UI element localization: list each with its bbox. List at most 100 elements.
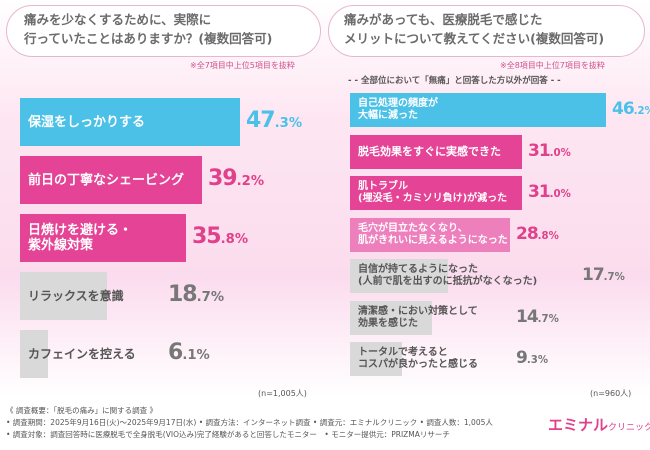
bar-label-line: 自信が持てるようになった	[358, 264, 478, 275]
value-unit: %	[548, 313, 559, 325]
bar-label-line: 脱毛効果をすぐに実感できた	[358, 145, 501, 158]
value-decimal: .7	[537, 313, 549, 325]
value-unit: %	[645, 106, 650, 117]
logo-main-text: エミナル	[548, 416, 609, 434]
value-label-6: 9.3%	[516, 348, 548, 368]
value-unit: %	[234, 232, 249, 248]
bar-label-4: カフェインを控える	[28, 347, 136, 361]
bar-label-line: コスパが良かったと感じる	[358, 359, 478, 370]
bar-label-1: 前日の丁寧なシェービング	[28, 173, 184, 188]
value-unit: %	[250, 174, 265, 190]
value-label-1: 39.2%	[208, 166, 264, 191]
right-question-line-2: メリットについて教えてください(複数回答可)	[344, 31, 605, 46]
subnote-dash-left: - -	[348, 76, 361, 86]
bar-label-line: 肌がきれいに見えるようになった	[358, 234, 508, 246]
value-decimal: .3	[274, 116, 289, 132]
bar-5	[350, 300, 432, 335]
value-unit: %	[614, 272, 625, 284]
footer-line-3: • 調査対象：調査回答時に医療脱毛で全身脱毛(VIO込み)完了経験があると回答し…	[6, 430, 450, 439]
value-unit: %	[288, 116, 303, 132]
value-int: 28	[516, 223, 539, 244]
bar-6	[350, 342, 402, 376]
bar-label-line: 紫外線対策	[28, 238, 94, 253]
value-int: 9	[516, 348, 528, 369]
value-int: 17	[582, 265, 605, 286]
bar-0	[350, 93, 606, 127]
right-sample-size: (n=960人)	[590, 389, 632, 398]
bar-label-5: 清潔感・におい対策として 効果を感じた	[358, 306, 478, 330]
value-label-1: 31.0%	[528, 141, 571, 161]
value-label-0: 46.2%	[612, 99, 650, 119]
value-label-3: 18.7%	[168, 282, 224, 307]
right-question-line-1: 痛みがあっても、医療脱毛で感じた	[344, 12, 543, 27]
value-label-4: 17.7%	[582, 265, 625, 285]
value-label-4: 6.1%	[168, 340, 210, 365]
value-int: 39	[208, 166, 238, 192]
eminal-clinic-logo: エミナルクリニック	[548, 414, 650, 435]
value-int: 31	[528, 140, 551, 161]
bar-label-line: トータルで考えると	[358, 347, 448, 358]
left-note: ※全7項目中上位5項目を抜粋	[190, 61, 295, 70]
bar-2	[350, 176, 522, 210]
bar-label-line: 前日の丁寧なシェービング	[28, 172, 185, 188]
bar-label-0: 自己処理の頻度が 大幅に減った	[358, 98, 438, 122]
bar-label-line: (埋没毛・カミソリ負け)が減った	[358, 193, 508, 204]
bar-label-3: 毛穴が目立たなくなり、 肌がきれいに見えるようになった	[358, 223, 508, 247]
value-label-3: 28.8%	[516, 224, 559, 244]
bar-label-line: 肌トラブル	[358, 181, 408, 192]
bar-3	[20, 272, 107, 320]
value-decimal: .0	[549, 189, 561, 201]
bar-label-4: 自信が持てるようになった (人前で肌を出すのに抵抗がなくなった)	[358, 264, 537, 288]
left-question-line-1: 痛みを少なくするために、実際に	[24, 12, 212, 27]
value-decimal: .7	[603, 272, 615, 284]
value-decimal: .8	[537, 230, 549, 242]
value-unit: %	[537, 355, 549, 367]
value-int: 31	[528, 182, 551, 203]
value-unit: %	[548, 230, 559, 242]
bar-label-line: (人前で肌を出すのに抵抗がなくなった)	[358, 276, 538, 287]
bar-label-line: 自己処理の頻度が	[358, 98, 438, 109]
value-int: 35	[192, 224, 222, 250]
bar-2	[20, 214, 186, 262]
bar-label-2: 肌トラブル (埋没毛・カミソリ負け)が減った	[358, 181, 507, 205]
value-unit: %	[560, 147, 571, 159]
value-decimal: .3	[526, 355, 538, 367]
bar-label-2: 日焼けを避ける・ 紫外線対策	[28, 223, 132, 253]
bar-label-1: 脱毛効果をすぐに実感できた	[358, 145, 501, 158]
value-label-5: 14.7%	[516, 307, 559, 327]
bar-label-line: 毛穴が目立たなくなり、	[358, 222, 468, 234]
left-sample-size: (n=1,005人)	[258, 389, 307, 398]
value-decimal: .2	[236, 174, 251, 190]
value-decimal: .1	[182, 348, 197, 364]
bar-label-line: リラックスを意識	[28, 289, 124, 303]
value-int: 6	[168, 340, 183, 366]
bar-3	[350, 217, 510, 252]
bar-label-6: トータルで考えると コスパが良かったと感じる	[358, 347, 478, 371]
value-decimal: .0	[549, 147, 561, 159]
value-int: 46	[612, 99, 635, 120]
bar-label-line: 大幅に減った	[358, 110, 418, 121]
bar-label-line: カフェインを控える	[28, 347, 136, 361]
right-subnote: - - 全部位において「無痛」と回答した方以外が回答 - -	[348, 74, 561, 86]
value-decimal: .2	[633, 106, 645, 118]
value-unit: %	[196, 348, 210, 364]
value-int: 47	[246, 108, 276, 134]
value-decimal: .7	[196, 290, 211, 306]
logo-sub-text: クリニック	[608, 423, 650, 433]
bar-label-0: 保湿をしっかりする	[28, 115, 145, 130]
bar-label-3: リラックスを意識	[28, 289, 124, 303]
value-int: 14	[516, 306, 539, 327]
bar-4	[20, 330, 48, 378]
bar-label-line: 保湿をしっかりする	[28, 114, 146, 130]
value-label-2: 31.0%	[528, 182, 571, 202]
bar-label-line: 効果を感じた	[358, 317, 418, 329]
value-unit: %	[210, 290, 225, 306]
left-question-line-2: 行っていたことはありますか？(複数回答可)	[24, 31, 273, 46]
right-question-bubble	[328, 5, 645, 57]
bar-0	[20, 98, 240, 146]
bar-label-line: 清潔感・におい対策として	[358, 305, 478, 317]
footer-line-1: 《 調査概要：「脱毛の痛み」に関する調査 》	[6, 406, 158, 415]
footer-line-2: • 調査期間：2025年9月16日(火)〜2025年9月17日(水) • 調査方…	[6, 418, 493, 427]
bar-1	[350, 134, 522, 169]
